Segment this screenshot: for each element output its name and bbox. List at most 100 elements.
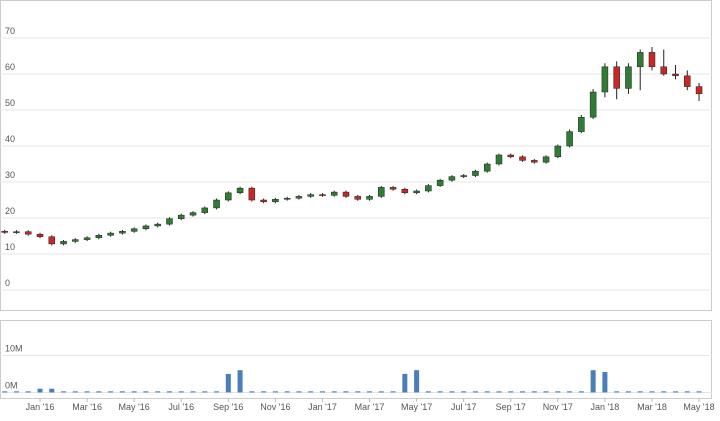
x-tick-label: Sep '16 (213, 402, 243, 412)
candle-body (554, 145, 562, 158)
candle-body (483, 163, 491, 172)
volume-bar (284, 391, 290, 393)
volume-bar (237, 370, 243, 393)
volume-bar (367, 391, 373, 393)
y-tick-label: 0 (5, 278, 10, 288)
volume-bar (520, 391, 526, 393)
candle-body (83, 237, 91, 240)
x-tick-label: Mar '17 (355, 402, 385, 412)
volume-bar (2, 391, 8, 393)
price-panel (0, 0, 712, 311)
volume-bar (578, 391, 584, 393)
volume-bar (202, 391, 208, 393)
volume-bar (614, 391, 620, 393)
x-tick-label: Jul '16 (168, 402, 194, 412)
volume-bar (131, 391, 137, 393)
candle-body (354, 196, 362, 200)
candle-body (213, 199, 220, 209)
volume-bar (637, 391, 643, 393)
y-tick-label: 40 (5, 134, 15, 144)
candle-body (636, 52, 644, 68)
y-tick-label: 10M (5, 343, 23, 353)
candle-body (189, 212, 197, 216)
y-tick-label: 70 (5, 26, 15, 36)
volume-bar (343, 391, 349, 393)
volume-bar (602, 372, 608, 393)
volume-bar (414, 370, 420, 393)
y-tick-label: 20 (5, 206, 15, 216)
volume-bar (402, 373, 408, 393)
candle-body (436, 179, 444, 186)
candle-body (389, 187, 397, 190)
x-tick-label: Mar '16 (72, 402, 102, 412)
candle-body (589, 91, 597, 118)
volume-bar (625, 391, 631, 393)
candle-body (366, 196, 373, 200)
y-tick-label: 10 (5, 242, 15, 252)
volume-bar (331, 391, 337, 393)
candle-body (448, 176, 456, 181)
volume-bar (590, 370, 596, 393)
candle-body (330, 191, 338, 196)
candle-body (166, 218, 173, 225)
candle-body (472, 170, 479, 176)
candle-body (425, 185, 432, 192)
volume-bar (25, 391, 31, 393)
candle-body (225, 192, 232, 201)
volume-bar (508, 391, 514, 393)
volume-bar (649, 391, 655, 393)
candle-body (48, 236, 56, 245)
candle-body (413, 190, 420, 194)
x-tick-label: Jan '17 (308, 402, 337, 412)
volume-bar (696, 391, 702, 393)
volume-bar (37, 388, 43, 393)
candle-body (201, 207, 209, 213)
volume-panel (0, 320, 712, 399)
candle-body (578, 116, 585, 132)
x-tick-label: Sep '17 (496, 402, 526, 412)
volume-bar (449, 391, 455, 393)
candle-body (566, 131, 573, 147)
candle-body (272, 199, 279, 203)
volume-bar (308, 391, 314, 393)
candle-body (660, 66, 667, 75)
candle-body (248, 187, 256, 201)
candle-body (60, 241, 67, 245)
volume-bar (461, 391, 467, 393)
candle-body (507, 154, 515, 158)
volume-bar (484, 391, 490, 393)
candle-body (460, 175, 467, 177)
candle-body (613, 66, 620, 89)
x-tick-label: May '17 (401, 402, 432, 412)
candle-body (130, 228, 138, 232)
volume-bar (296, 391, 302, 393)
y-tick-label: 30 (5, 170, 15, 180)
volume-bar (543, 391, 549, 393)
candle-body (401, 188, 409, 194)
volume-bar (166, 391, 172, 393)
candle-body (495, 154, 503, 165)
candle-body (95, 235, 103, 239)
candle-body (601, 66, 609, 93)
volume-bar (496, 391, 502, 393)
candle-body (684, 75, 691, 87)
candle-body (177, 214, 185, 219)
volume-bar (61, 391, 67, 393)
candle-body (260, 199, 267, 203)
candle-body (1, 231, 8, 233)
y-tick-label: 60 (5, 62, 15, 72)
volume-bar (272, 391, 278, 393)
candle-body (531, 160, 538, 163)
volume-bar (84, 391, 90, 393)
volume-bar (214, 391, 220, 393)
volume-bar (190, 391, 196, 393)
volume-bar (155, 391, 161, 393)
volume-bar (684, 391, 690, 393)
volume-bar (472, 391, 478, 393)
volume-bar (261, 391, 267, 393)
volume-bar (178, 391, 184, 393)
candle-body (154, 223, 161, 227)
candle-body (519, 156, 526, 161)
x-tick-label: Jul '17 (451, 402, 477, 412)
